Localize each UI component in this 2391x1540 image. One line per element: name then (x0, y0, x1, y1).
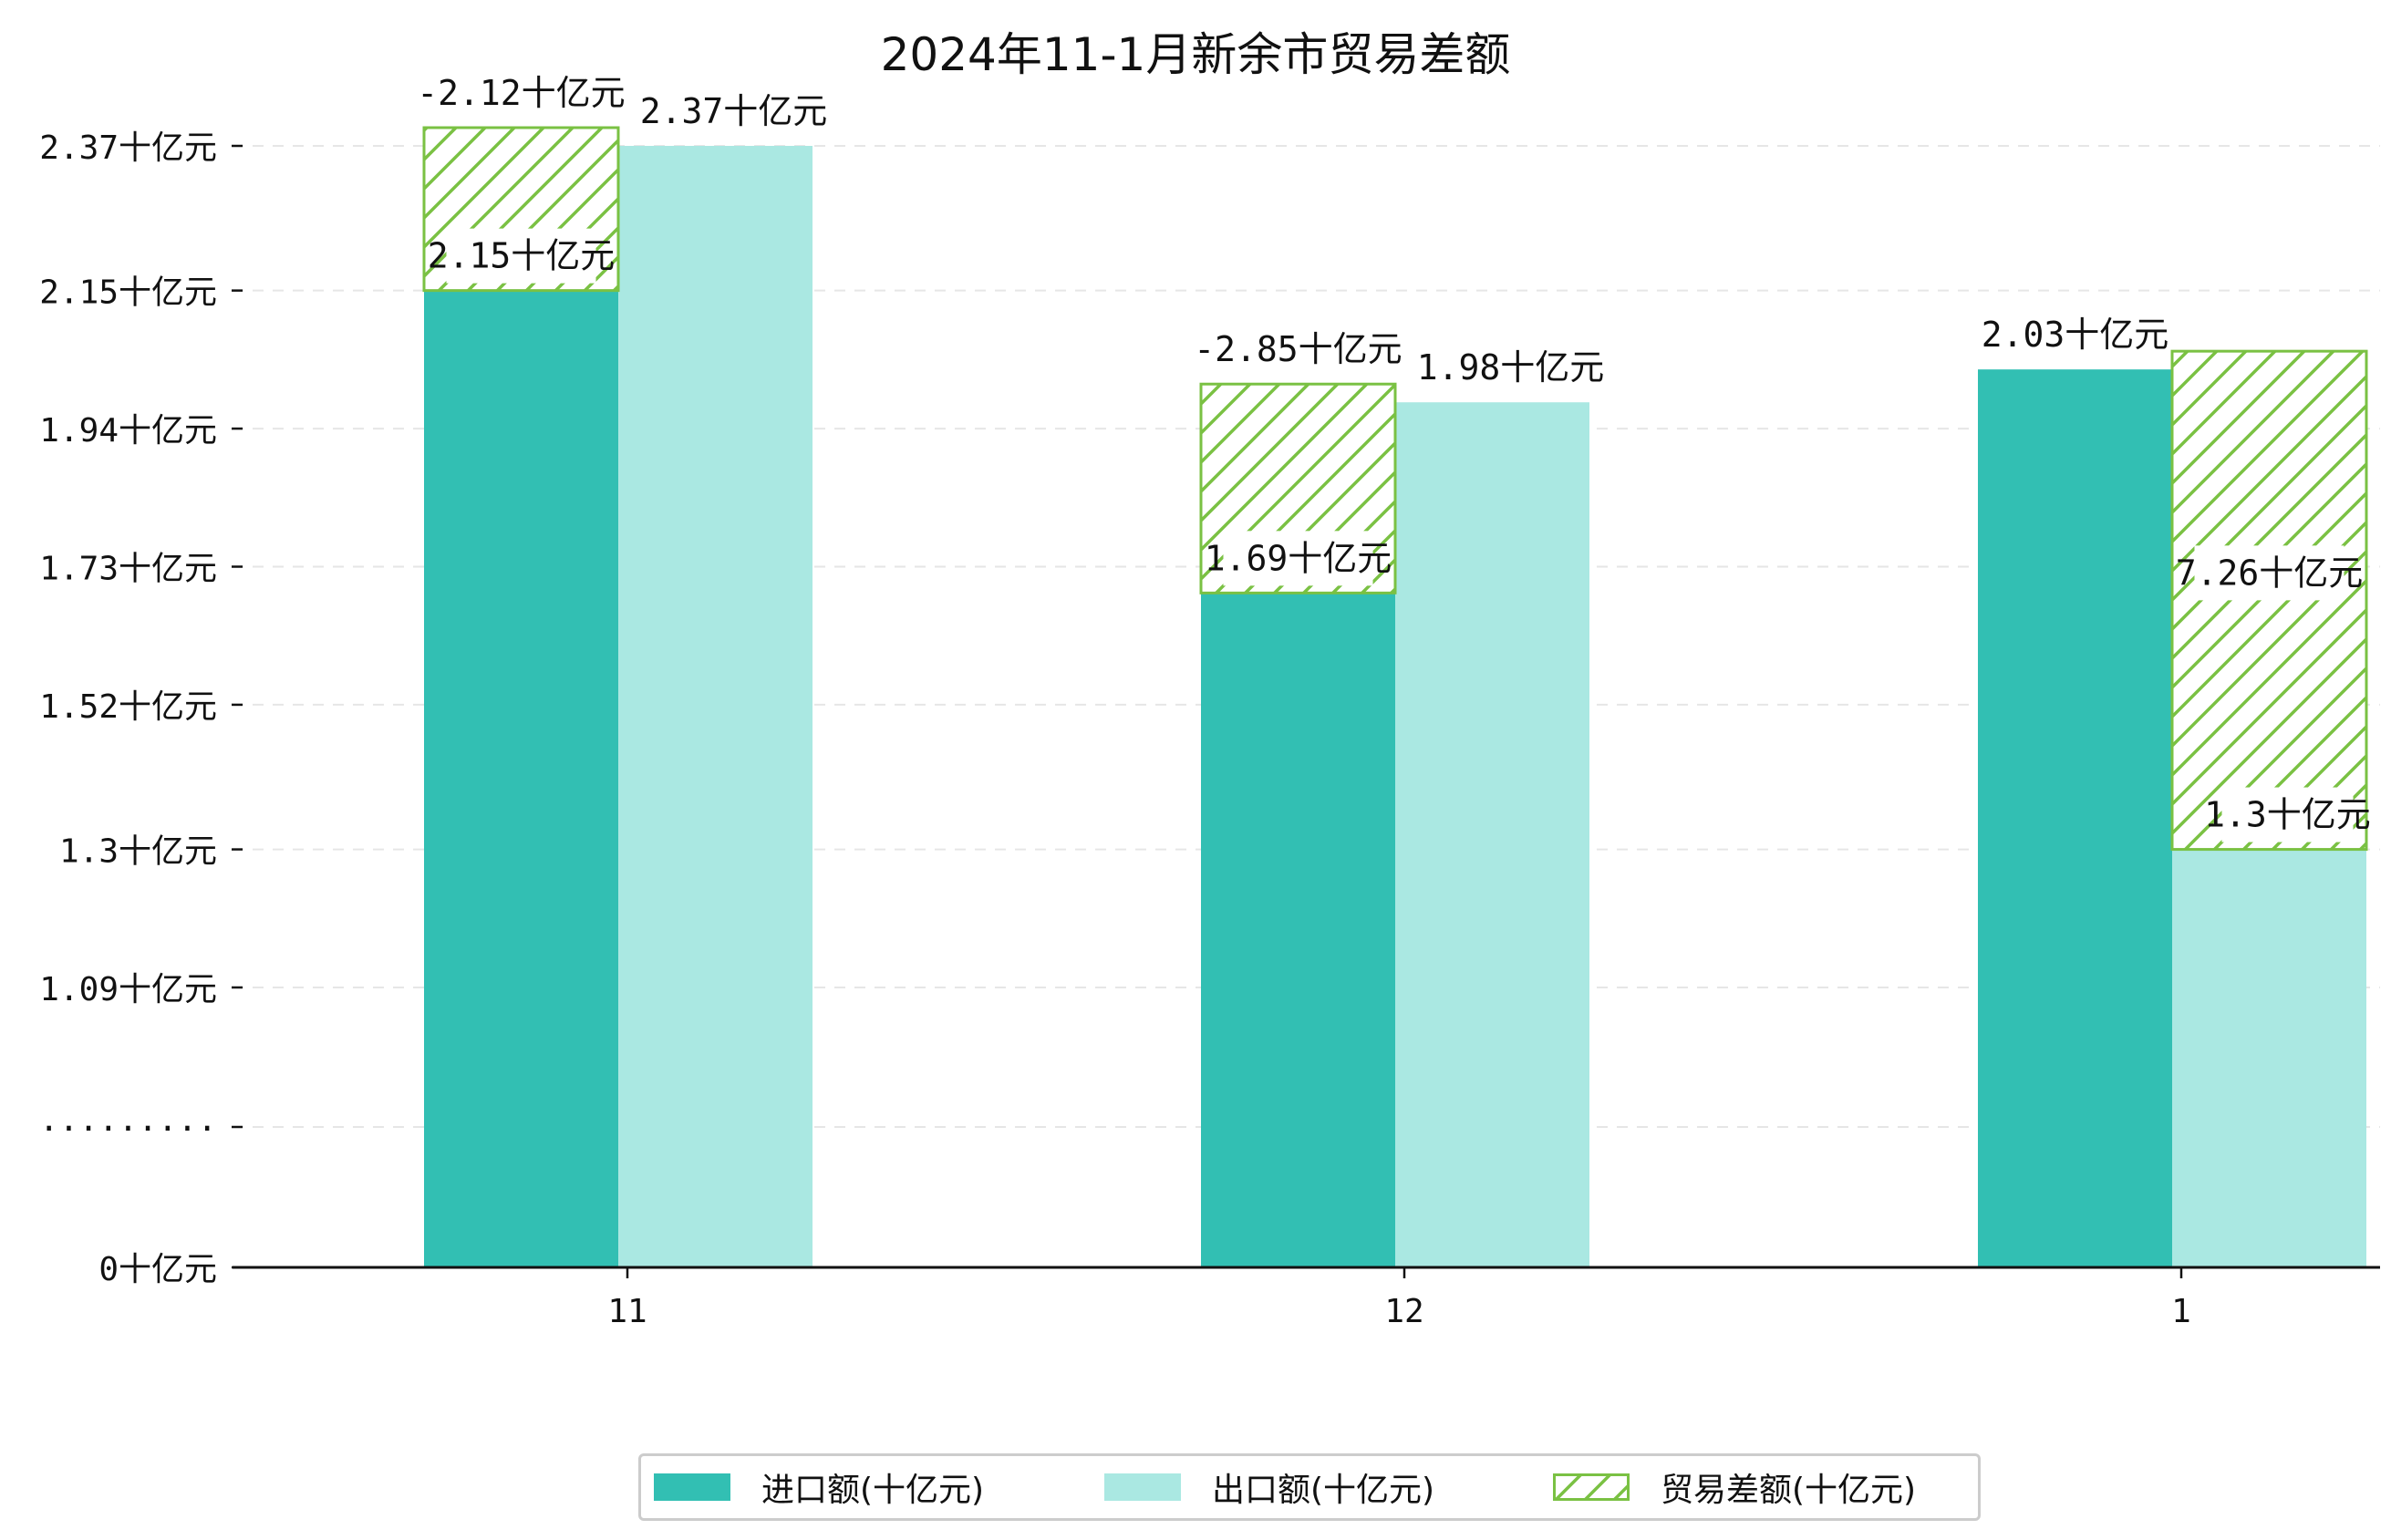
legend-swatch-export (1104, 1473, 1181, 1501)
data-label-import-1-bg (2000, 307, 2150, 363)
bar-export-1[interactable] (2172, 849, 2366, 1267)
y-tick-label: 2.15十亿元 (39, 274, 217, 312)
y-tick-label: 1.52十亿元 (39, 688, 217, 726)
data-label-import-12: 1.69十亿元 (1205, 538, 1392, 578)
y-tick-label: 1.3十亿元 (59, 833, 217, 871)
data-label-import-11-bg (446, 228, 596, 284)
y-tick-label: ········· (39, 1111, 217, 1148)
chart-title: 2024年11-1月新余市贸易差额 (880, 28, 1511, 81)
data-label-export-11-bg (658, 84, 809, 139)
y-tick-label: 0十亿元 (98, 1251, 217, 1288)
data-label-import-1: 2.03十亿元 (1982, 315, 2169, 355)
y-tick-label: 1.94十亿元 (39, 412, 217, 450)
bar-export-11[interactable] (618, 146, 813, 1267)
y-tick-label: 1.09十亿元 (39, 971, 217, 1008)
legend-label-balance: 贸易差额(十亿元) (1661, 1472, 1917, 1509)
legend-swatch-import (654, 1473, 730, 1501)
y-tick-label: 1.73十亿元 (39, 551, 217, 588)
bar-export-12[interactable] (1395, 402, 1589, 1267)
y-tick-label: 2.37十亿元 (39, 129, 217, 167)
data-label-import-11: 2.15十亿元 (428, 236, 616, 276)
x-tick-label: 12 (1384, 1293, 1423, 1330)
data-label-export-12: 1.98十亿元 (1417, 347, 1605, 388)
bar-import-12[interactable] (1201, 593, 1395, 1267)
x-tick-label: 11 (607, 1293, 647, 1330)
bar-import-11[interactable] (424, 290, 618, 1267)
x-tick-label: 1 (2171, 1293, 2191, 1330)
data-label-export-11: 2.37十亿元 (640, 91, 828, 131)
data-label-balance-1-bg (2194, 545, 2344, 601)
legend-label-export: 出口额(十亿元) (1212, 1472, 1435, 1509)
data-label-export-1-bg (2221, 787, 2354, 842)
data-label-balance-12: -2.85十亿元 (1194, 329, 1402, 369)
legend-item-export[interactable]: 出口额(十亿元) (1104, 1456, 1434, 1518)
data-label-balance-11-bg (437, 66, 606, 120)
data-label-import-12-bg (1223, 531, 1373, 586)
chart-legend: 进口额(十亿元) 出口额(十亿元) 贸易差额(十亿元) (638, 1453, 1981, 1521)
data-label-export-12-bg (1435, 340, 1586, 396)
data-label-balance-1: 7.26十亿元 (2176, 553, 2364, 593)
legend-item-balance[interactable]: 贸易差额(十亿元) (1553, 1456, 1916, 1518)
legend-label-import: 进口额(十亿元) (761, 1472, 985, 1509)
legend-item-import[interactable]: 进口额(十亿元) (654, 1456, 984, 1518)
data-label-export-1: 1.3十亿元 (2204, 795, 2371, 835)
data-label-balance-11: -2.12十亿元 (417, 73, 625, 113)
data-label-balance-12-bg (1214, 322, 1382, 377)
bar-import-1[interactable] (1978, 369, 2172, 1267)
legend-swatch-balance (1553, 1473, 1630, 1501)
